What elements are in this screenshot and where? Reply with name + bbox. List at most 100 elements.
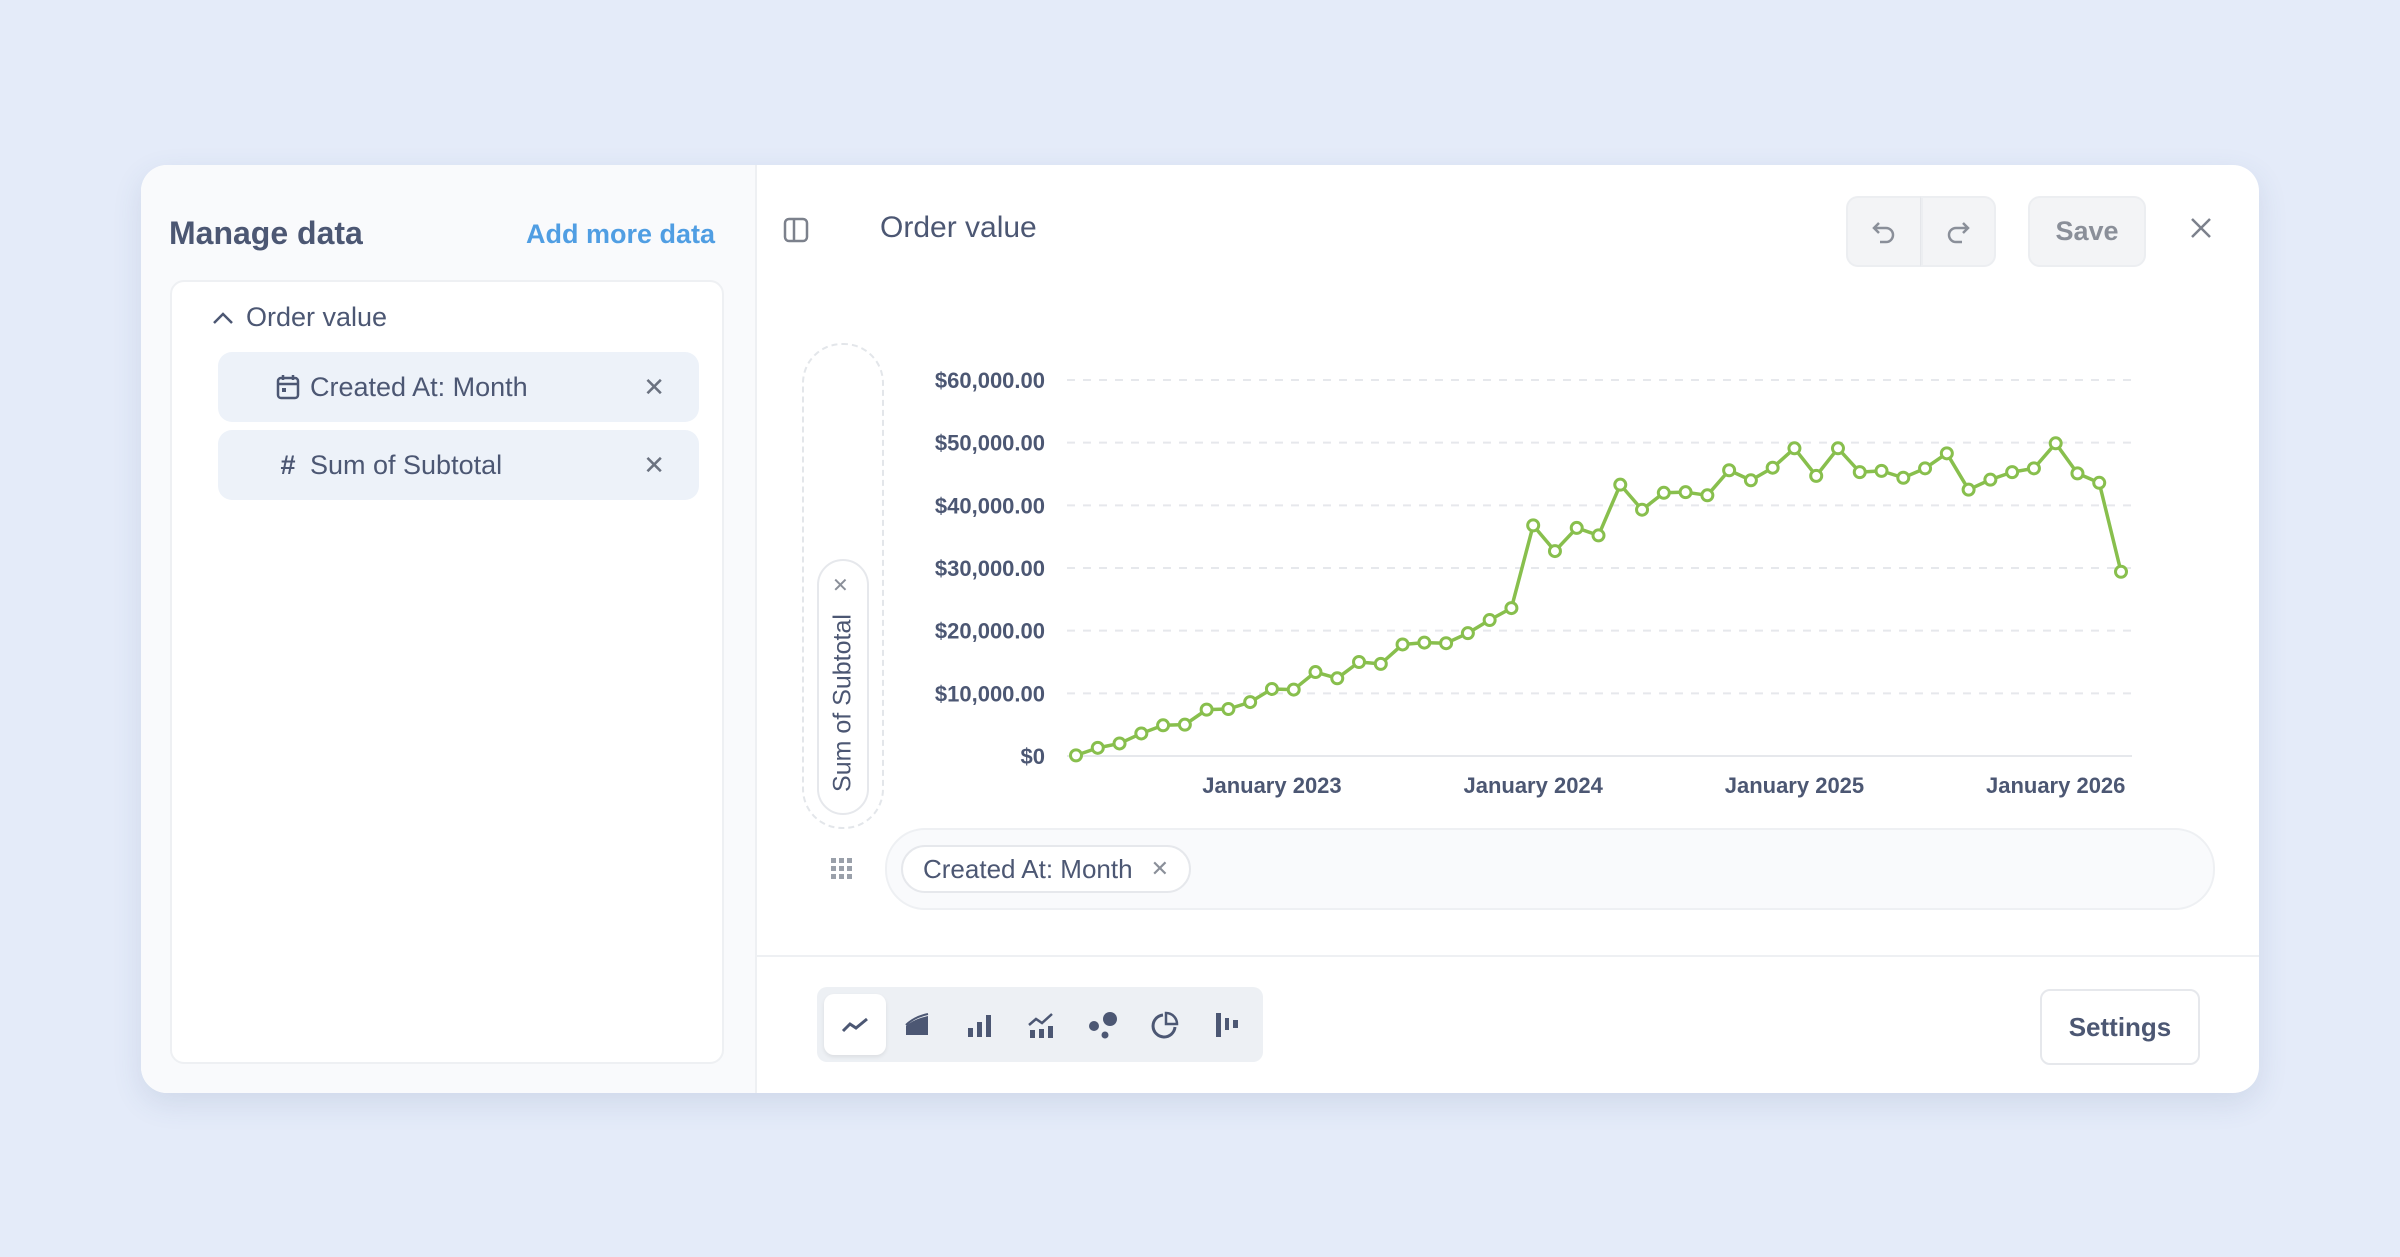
area-chart-icon — [905, 1012, 929, 1035]
data-point — [2114, 564, 2128, 579]
y-axis-chip[interactable]: ✕ Sum of Subtotal — [817, 559, 869, 815]
data-point — [1961, 482, 1976, 497]
toggle-sidebar-button[interactable] — [783, 217, 809, 248]
data-point — [1417, 635, 1432, 650]
x-tick-label: January 2026 — [1986, 773, 2125, 798]
data-point — [1069, 748, 1083, 763]
chevron-up-icon — [213, 311, 233, 324]
manage-data-panel: Manage data Add more data Order value Cr… — [141, 165, 757, 1093]
x-axis-chip[interactable]: Created At: Month ✕ — [901, 845, 1191, 893]
data-point — [1918, 461, 1933, 476]
data-point — [1526, 518, 1541, 533]
data-point — [1395, 637, 1410, 652]
data-point — [1591, 528, 1606, 543]
data-point — [1743, 473, 1758, 488]
data-point — [1199, 702, 1214, 717]
y-axis-chip-label: Sum of Subtotal — [828, 614, 857, 792]
data-point — [1722, 463, 1737, 478]
y-tick-label: $20,000.00 — [935, 619, 1045, 644]
chart-type-combo[interactable] — [1010, 994, 1072, 1055]
panel-title: Manage data — [169, 215, 363, 251]
data-point — [2005, 465, 2020, 480]
remove-dimension-button[interactable]: ✕ — [643, 371, 665, 402]
redo-icon — [1948, 221, 1971, 243]
undo-icon — [1871, 221, 1894, 243]
remove-metric-button[interactable]: ✕ — [643, 449, 665, 480]
data-point — [1939, 446, 1954, 461]
data-point — [1090, 740, 1105, 755]
visualization-title: Order value — [880, 211, 1037, 244]
data-point — [1700, 488, 1715, 503]
data-point — [1243, 695, 1258, 710]
redo-button[interactable] — [1920, 196, 1996, 267]
x-axis-drop-zone[interactable]: Created At: Month ✕ — [885, 828, 2215, 910]
data-point — [2070, 466, 2085, 481]
x-tick-label: January 2025 — [1725, 773, 1864, 798]
sidebar-panel-icon — [783, 217, 809, 243]
data-point — [1373, 656, 1388, 671]
data-point — [1286, 682, 1301, 697]
y-tick-label: $50,000.00 — [935, 431, 1045, 456]
data-point — [1809, 468, 1824, 483]
y-tick-label: $30,000.00 — [935, 556, 1045, 581]
data-point — [1569, 520, 1584, 535]
data-point — [1656, 485, 1671, 500]
y-tick-label: $40,000.00 — [935, 493, 1045, 518]
y-tick-label: $0 — [1021, 744, 1045, 769]
data-point — [1983, 472, 1998, 487]
data-point — [1112, 736, 1127, 751]
data-source-box: Order value Created At: Month ✕ # Sum of… — [170, 280, 724, 1064]
add-more-data-link[interactable]: Add more data — [525, 219, 715, 249]
y-tick-label: $60,000.00 — [935, 368, 1045, 393]
chart-type-selector — [817, 987, 1263, 1062]
chart-type-line[interactable] — [824, 994, 886, 1055]
scatter-chart-icon — [1089, 1011, 1117, 1038]
data-point — [1830, 441, 1845, 456]
data-point — [1678, 485, 1693, 500]
data-point — [2092, 475, 2107, 490]
data-point — [1635, 502, 1650, 517]
chart-type-waterfall[interactable] — [1196, 994, 1258, 1055]
data-point — [2026, 461, 2041, 476]
metric-item[interactable]: # Sum of Subtotal ✕ — [218, 430, 699, 500]
settings-button[interactable]: Settings — [2040, 989, 2200, 1065]
data-point — [1460, 626, 1475, 641]
data-point — [1787, 441, 1802, 456]
data-point — [1330, 671, 1345, 686]
data-point — [1765, 460, 1780, 475]
chart-type-scatter[interactable] — [1072, 994, 1134, 1055]
dimension-item[interactable]: Created At: Month ✕ — [218, 352, 699, 422]
data-group-label: Order value — [246, 302, 388, 332]
y-axis-drop-zone[interactable] — [802, 343, 884, 829]
chart-type-bar[interactable] — [948, 994, 1010, 1055]
data-point — [1264, 681, 1279, 696]
chart-type-pie[interactable] — [1134, 994, 1196, 1055]
data-point — [1482, 613, 1497, 628]
chart-type-area[interactable] — [886, 994, 948, 1055]
data-point — [1547, 544, 1562, 559]
data-group-toggle[interactable]: Order value — [212, 302, 387, 333]
waterfall-chart-icon — [1216, 1012, 1238, 1037]
close-button[interactable] — [2189, 215, 2213, 247]
metric-label: Sum of Subtotal — [310, 449, 503, 480]
save-button[interactable]: Save — [2028, 196, 2146, 267]
bar-chart-icon — [968, 1014, 991, 1037]
query-builder-modal: Manage data Add more data Order value Cr… — [141, 165, 2259, 1093]
data-point — [1613, 477, 1628, 492]
undo-button[interactable] — [1846, 196, 1921, 267]
data-point — [1852, 465, 1867, 480]
data-point — [1134, 726, 1149, 741]
hash-icon: # — [280, 449, 296, 480]
dimension-label: Created At: Month — [310, 371, 528, 402]
drag-handle-icon[interactable] — [831, 858, 853, 885]
divider — [755, 955, 2259, 957]
data-point — [2048, 436, 2063, 451]
data-point — [1221, 702, 1236, 716]
data-point — [1896, 470, 1911, 485]
remove-y-axis-button[interactable]: ✕ — [832, 575, 849, 597]
combo-chart-icon — [1028, 1012, 1053, 1038]
data-point — [1156, 718, 1171, 733]
data-point — [1874, 463, 1889, 478]
remove-x-axis-button[interactable]: ✕ — [1150, 856, 1169, 881]
calendar-icon — [274, 374, 302, 400]
